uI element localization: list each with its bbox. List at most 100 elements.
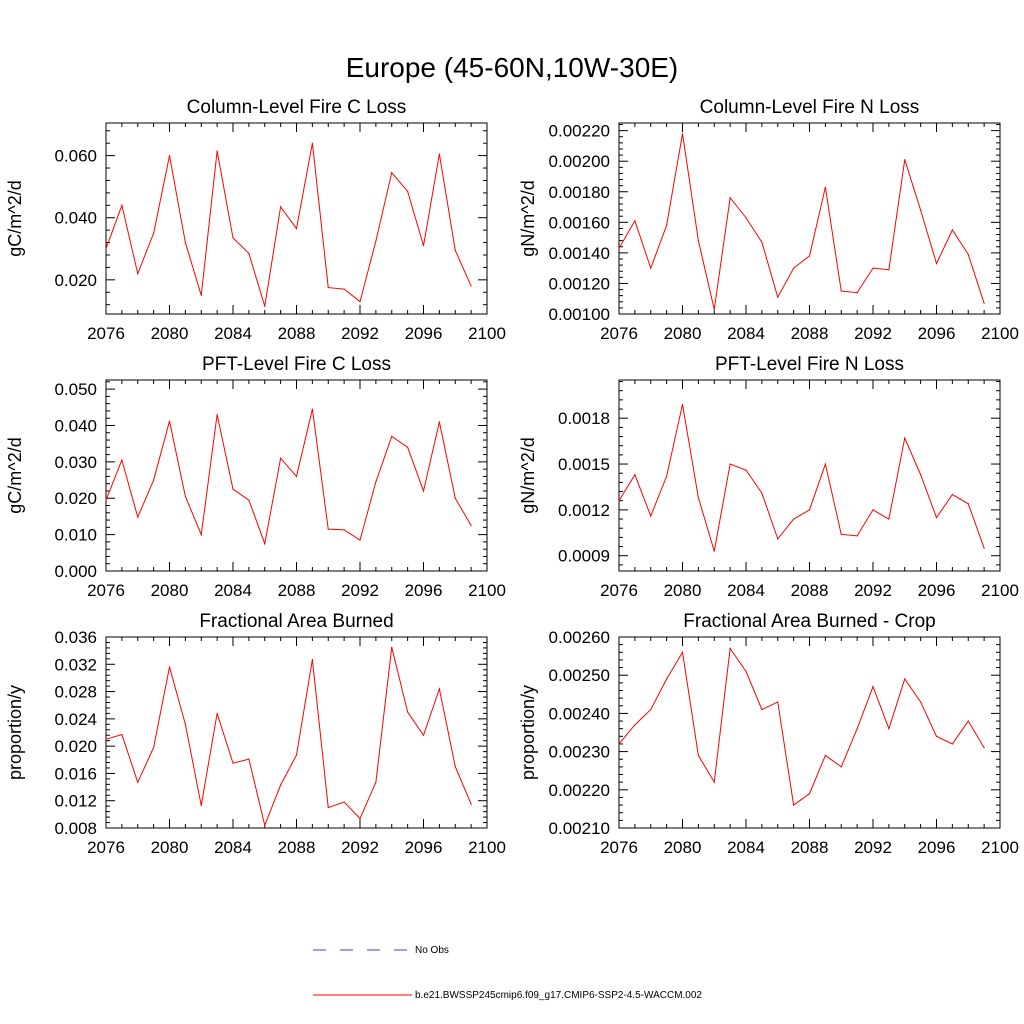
x-tick-label: 2100 [468, 324, 506, 343]
data-point [618, 743, 620, 745]
data-point [184, 241, 186, 244]
data-point [137, 781, 139, 783]
legend: No Obs b.e21.BWSSP245cmip6.f09_g17.CMIP6… [313, 945, 702, 1001]
data-point [105, 499, 107, 501]
data-point [216, 413, 218, 416]
x-tick-label: 2100 [468, 581, 506, 600]
data-point [454, 766, 456, 768]
data-point [904, 437, 906, 439]
data-point [105, 248, 107, 250]
data-point [681, 403, 684, 406]
data-point [422, 734, 425, 736]
data-point [391, 172, 393, 174]
y-tick-label: 0.036 [54, 628, 97, 647]
data-point [264, 543, 266, 545]
data-point [713, 781, 715, 783]
data-point [824, 754, 826, 757]
data-point [761, 708, 763, 711]
data-point [422, 245, 425, 247]
data-point [618, 247, 620, 249]
x-tick-label: 2096 [918, 581, 956, 600]
series-line [618, 133, 985, 310]
data-point [824, 186, 826, 188]
y-tick-label: 0.0009 [558, 547, 610, 566]
x-tick-label: 2084 [214, 581, 252, 600]
data-point [666, 224, 668, 226]
data-point [935, 516, 938, 519]
x-tick-label: 2096 [918, 838, 956, 857]
data-point [983, 302, 985, 304]
data-point [856, 728, 858, 730]
x-tick-label: 2084 [214, 324, 252, 343]
data-point [168, 155, 171, 157]
data-point [137, 273, 139, 275]
data-point [438, 421, 440, 423]
y-tick-label: 0.030 [54, 453, 97, 472]
series-line [105, 647, 472, 827]
data-point [280, 784, 282, 786]
x-tick-label: 2096 [405, 324, 443, 343]
y-tick-label: 0.0015 [558, 455, 610, 474]
y-axis-label: gC/m^2/d [5, 437, 25, 513]
y-tick-label: 0.00210 [549, 819, 610, 838]
y-tick-label: 0.000 [54, 562, 97, 581]
data-point [650, 267, 652, 269]
data-point [343, 801, 345, 803]
x-tick-label: 2080 [664, 324, 702, 343]
x-tick-label: 2088 [791, 838, 829, 857]
data-point [888, 269, 890, 271]
data-point [168, 420, 171, 422]
data-point [681, 133, 684, 135]
data-point [729, 197, 731, 199]
y-axis-label: gC/m^2/d [5, 180, 25, 256]
panel-title: Fractional Area Burned - Crop [683, 611, 935, 632]
data-point [121, 459, 123, 461]
data-point [697, 754, 699, 757]
x-tick-label: 2084 [727, 838, 765, 857]
data-point [311, 142, 313, 144]
data-point [808, 793, 811, 795]
x-tick-label: 2080 [151, 581, 189, 600]
y-tick-label: 0.010 [54, 526, 97, 545]
y-tick-label: 0.028 [54, 683, 97, 702]
y-tick-label: 0.0012 [558, 501, 610, 520]
y-tick-label: 0.00220 [549, 781, 610, 800]
data-point [729, 463, 731, 465]
y-axis-label: proportion/y [5, 685, 25, 780]
data-point [216, 150, 218, 152]
panel-title: Fractional Area Burned [199, 611, 393, 632]
x-tick-label: 2092 [854, 838, 892, 857]
panel-title: Column-Level Fire N Loss [700, 97, 920, 118]
x-tick-label: 2092 [341, 581, 379, 600]
chart-panel-3: PFT-Level Fire C Loss gC/m^2/d 2076 2080 208… [5, 354, 506, 600]
data-point [840, 290, 842, 292]
y-tick-label: 0.00220 [549, 122, 610, 141]
y-tick-label: 0.016 [54, 764, 97, 783]
y-axis-label: proportion/y [518, 685, 538, 780]
data-point [470, 524, 472, 527]
data-point [920, 701, 922, 703]
y-tick-label: 0.040 [54, 209, 97, 228]
y-tick-label: 0.012 [54, 792, 97, 811]
y-tick-label: 0.00200 [549, 152, 610, 171]
series-line [618, 647, 985, 806]
x-tick-label: 2088 [278, 324, 316, 343]
data-point [666, 475, 668, 477]
data-point [153, 479, 155, 481]
data-point [295, 227, 298, 230]
panel-title: PFT-Level Fire C Loss [202, 354, 391, 375]
x-tick-label: 2088 [791, 324, 829, 343]
data-point [856, 292, 858, 294]
data-point [438, 688, 440, 690]
data-point [264, 824, 266, 826]
data-point [216, 712, 218, 715]
data-point [840, 766, 842, 768]
data-point [264, 305, 266, 307]
data-point [729, 647, 731, 650]
data-point [935, 262, 938, 265]
data-point [650, 708, 652, 711]
y-tick-label: 0.0018 [558, 409, 610, 428]
series-line [105, 143, 472, 307]
data-point [248, 758, 250, 760]
